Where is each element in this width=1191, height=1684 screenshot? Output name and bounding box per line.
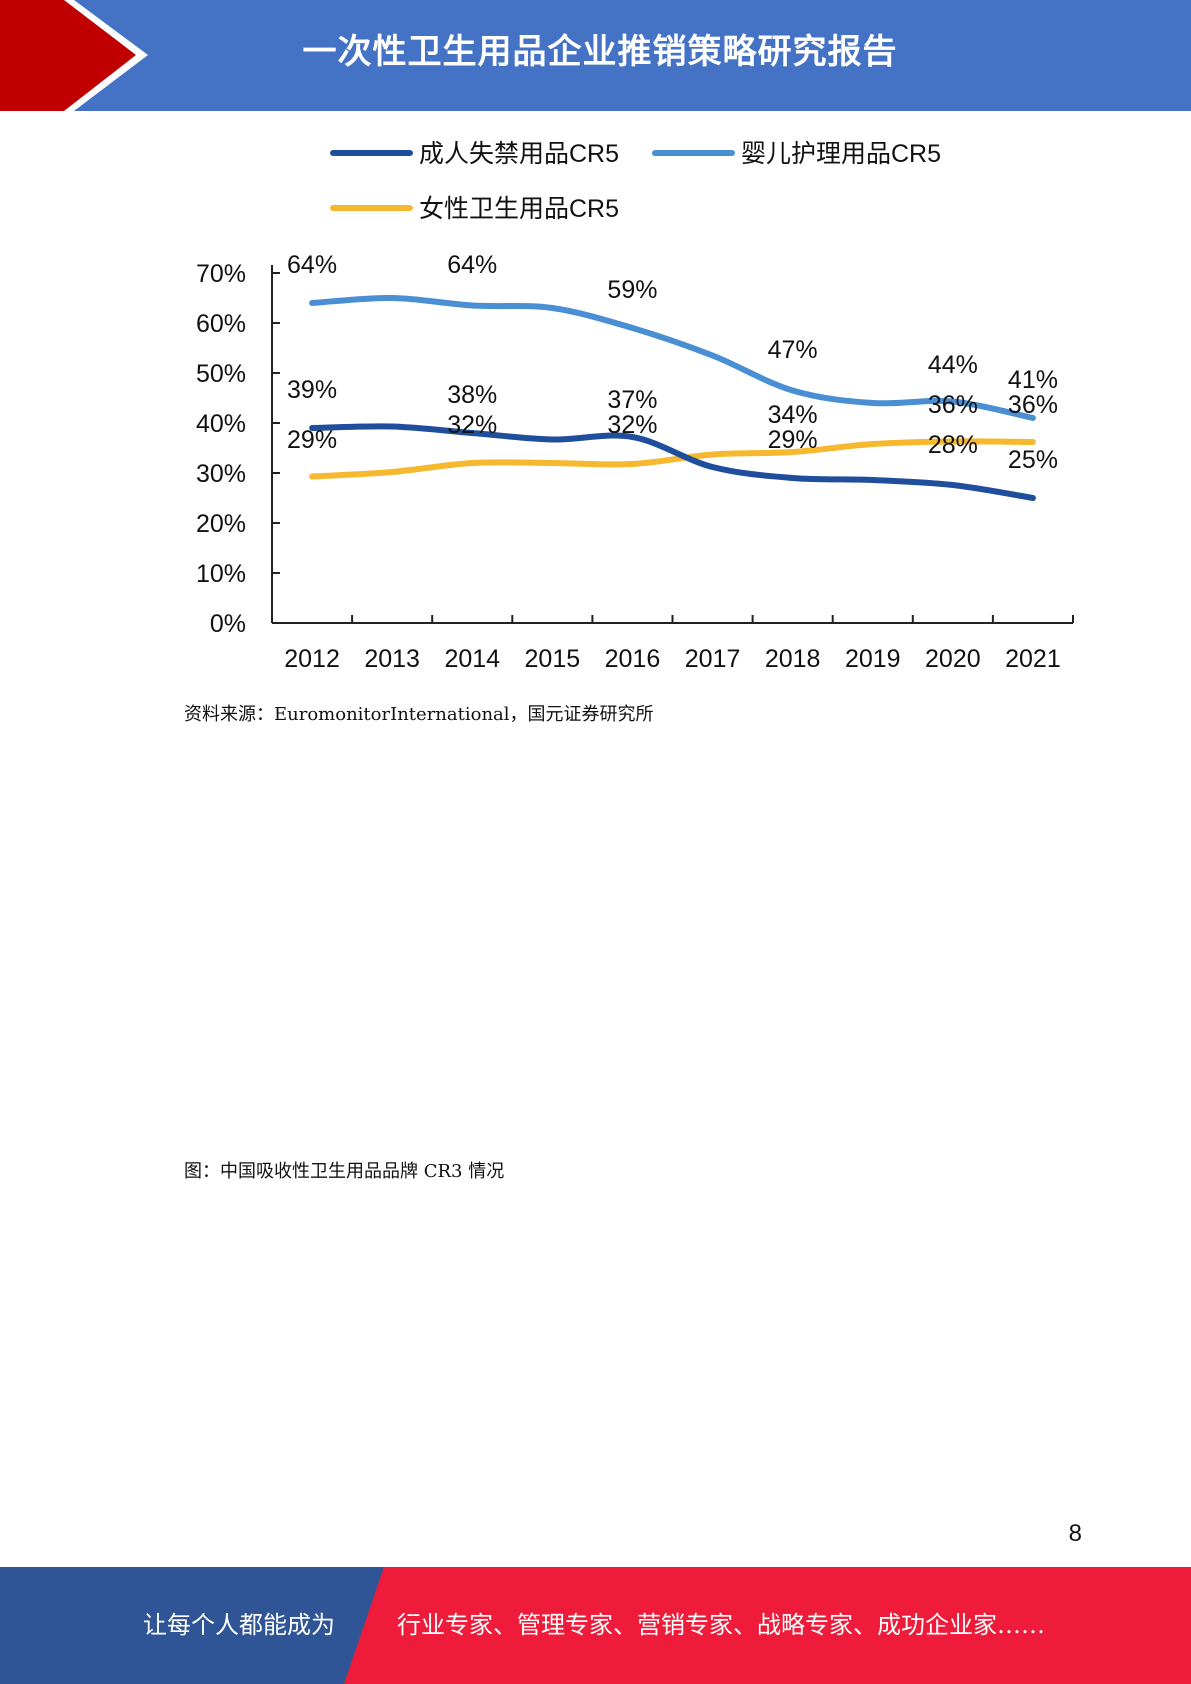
chart-series	[309, 294, 1036, 501]
source-note: 资料来源：EuromonitorInternational，国元证券研究所	[184, 704, 654, 725]
series-line	[309, 438, 1036, 480]
data-label: 64%	[447, 251, 497, 279]
page-title: 一次性卫生用品企业推销策略研究报告	[302, 32, 898, 72]
x-tick-label: 2013	[364, 645, 420, 673]
chart-axes: 0% 10% 20% 30% 40% 50% 60% 70% 2012 2013 2014 2015 2…	[196, 260, 1074, 673]
y-tick-label: 70%	[196, 260, 246, 288]
cr5-line-chart: 成人失禁用品CR5 婴儿护理用品CR5 女性卫生用品CR5 0% 10% 20% 30% 4…	[196, 140, 1074, 673]
data-label: 64%	[287, 251, 337, 279]
series-line	[309, 294, 1036, 421]
data-label: 34%	[768, 401, 818, 429]
x-tick-label: 2020	[925, 645, 981, 673]
page-footer: 让每个人都能成为 行业专家、管理专家、营销专家、战略专家、成功企业家……	[0, 1567, 1191, 1684]
x-tick-label: 2017	[685, 645, 741, 673]
data-label: 38%	[447, 381, 497, 409]
footer-slogan-right: 行业专家、管理专家、营销专家、战略专家、成功企业家……	[397, 1611, 1045, 1639]
x-tick-label: 2012	[284, 645, 340, 673]
legend-label: 婴儿护理用品CR5	[741, 140, 941, 168]
data-label: 37%	[607, 386, 657, 414]
data-label: 47%	[768, 336, 818, 364]
x-tick-label: 2018	[765, 645, 821, 673]
y-tick-label: 40%	[196, 410, 246, 438]
data-label: 29%	[768, 426, 818, 454]
footer-banner	[0, 1567, 1191, 1684]
x-tick-label: 2015	[525, 645, 581, 673]
y-tick-label: 0%	[210, 610, 246, 638]
page-number: 8	[1068, 1520, 1082, 1547]
x-tick-label: 2019	[845, 645, 901, 673]
data-label: 59%	[607, 276, 657, 304]
legend-label: 成人失禁用品CR5	[419, 140, 619, 168]
data-label: 36%	[1008, 391, 1058, 419]
footer-right-block	[344, 1567, 1191, 1684]
data-label: 41%	[1008, 366, 1058, 394]
data-label: 36%	[928, 391, 978, 419]
y-tick-label: 60%	[196, 310, 246, 338]
data-label: 32%	[607, 411, 657, 439]
data-label: 32%	[447, 411, 497, 439]
header-arrow	[0, 0, 136, 111]
series-line	[309, 423, 1036, 501]
chart-legend: 成人失禁用品CR5 婴儿护理用品CR5 女性卫生用品CR5	[330, 140, 941, 223]
data-label: 29%	[287, 426, 337, 454]
y-tick-label: 30%	[196, 460, 246, 488]
header-bar	[0, 0, 1191, 111]
legend-label: 女性卫生用品CR5	[419, 195, 619, 223]
chart-data-labels: 64% 64% 59% 47% 44% 41% 29% 32% 32% 34% 36% 36% 39% 3…	[287, 251, 1058, 474]
y-tick-label: 20%	[196, 510, 246, 538]
x-tick-label: 2014	[444, 645, 500, 673]
header-banner	[0, 0, 1191, 111]
data-label: 39%	[287, 376, 337, 404]
x-tick-label: 2016	[605, 645, 661, 673]
x-tick-label: 2021	[1005, 645, 1061, 673]
footer-slogan-left: 让每个人都能成为	[143, 1611, 335, 1639]
data-label: 44%	[928, 351, 978, 379]
y-tick-label: 10%	[196, 560, 246, 588]
page-header: 一次性卫生用品企业推销策略研究报告	[0, 0, 1191, 111]
data-label: 28%	[928, 431, 978, 459]
y-tick-label: 50%	[196, 360, 246, 388]
data-label: 25%	[1008, 446, 1058, 474]
figure-caption: 图：中国吸收性卫生用品品牌 CR3 情况	[184, 1161, 505, 1182]
